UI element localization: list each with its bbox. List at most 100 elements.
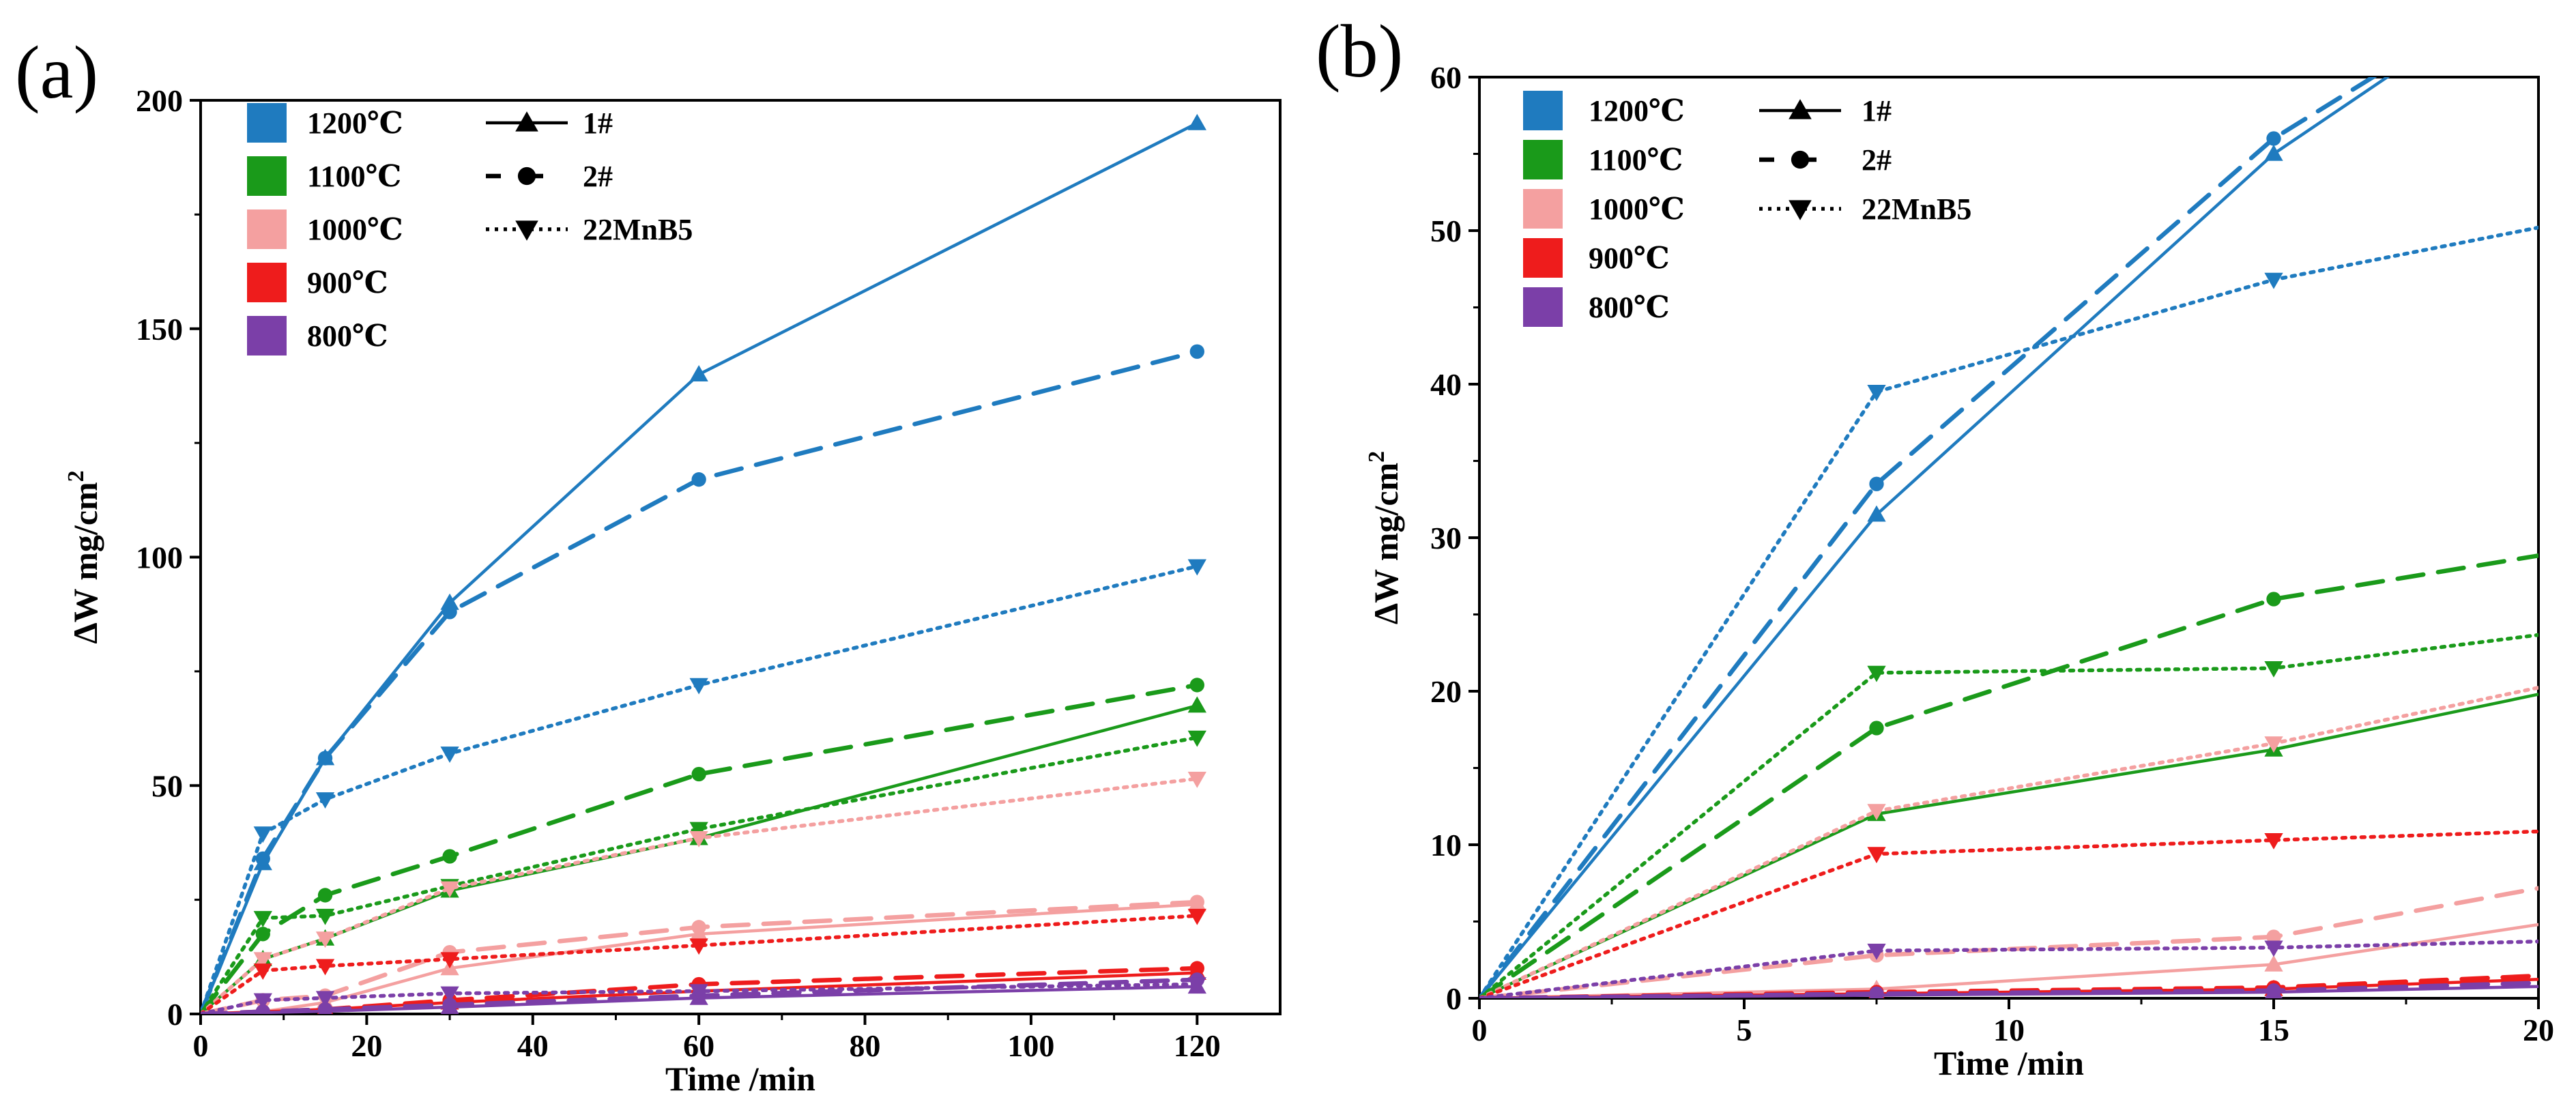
series-line — [1479, 973, 2538, 998]
series-line — [1479, 77, 2390, 998]
data-point — [442, 849, 457, 864]
data-point — [689, 365, 708, 381]
data-point — [2264, 144, 2283, 161]
x-axis-label: Time /min — [1934, 1044, 2084, 1082]
x-tick-label: 15 — [2258, 1013, 2289, 1047]
data-point — [2264, 272, 2283, 289]
y-tick-label: 200 — [136, 83, 183, 118]
x-tick-label: 100 — [1007, 1028, 1054, 1063]
x-tick-label: 5 — [1737, 1013, 1752, 1047]
data-point — [253, 952, 272, 969]
legend-sample-label: 2# — [1862, 143, 1892, 177]
data-point — [1187, 771, 1206, 788]
legend-swatch — [247, 209, 287, 249]
x-tick-label: 0 — [1472, 1013, 1488, 1047]
y-tick-label: 150 — [136, 312, 183, 347]
legend-temperature-label: 900℃ — [307, 266, 388, 300]
data-point — [315, 792, 335, 809]
data-point — [1869, 721, 1884, 736]
data-point — [1189, 895, 1204, 910]
data-point — [1189, 678, 1204, 693]
data-point — [691, 920, 706, 935]
data-point — [315, 991, 335, 1008]
series-group — [1479, 77, 2538, 998]
data-point — [315, 959, 335, 976]
legend-sample-label: 22MnB5 — [1862, 192, 1971, 226]
data-point — [2266, 131, 2281, 146]
x-axis-label: Time /min — [665, 1060, 815, 1098]
data-point — [317, 888, 333, 903]
data-point — [440, 952, 459, 969]
legend-swatch — [1523, 238, 1563, 278]
legend-temperature-label: 800℃ — [1589, 291, 1670, 324]
data-point — [1869, 986, 1884, 998]
series-line — [201, 899, 1200, 1014]
data-point — [2264, 955, 2283, 972]
y-axis-label-main: ΔW mg/cm — [1367, 463, 1405, 624]
series-line — [1479, 77, 2377, 998]
legend-swatch — [247, 263, 287, 302]
legend-temperature-label: 1000℃ — [1589, 192, 1685, 226]
legend-sample-label: 1# — [583, 106, 613, 140]
legend-temperature-label: 1100℃ — [307, 160, 401, 193]
x-tick-label: 0 — [193, 1028, 209, 1063]
data-point — [253, 963, 272, 981]
series-line — [201, 777, 1200, 1014]
series-line — [1479, 981, 2538, 998]
series-line — [201, 682, 1200, 1014]
x-tick-label: 80 — [850, 1028, 881, 1063]
data-point — [1187, 977, 1206, 994]
legend-swatch — [247, 316, 287, 356]
y-axis-label: ΔW mg/cm2 — [63, 470, 104, 643]
legend: 1200℃ 1100℃ 1000℃ 900℃ 800℃ 1# 2# 22MnB5 — [1523, 91, 1971, 327]
series-line — [1479, 886, 2538, 998]
x-tick-label: 60 — [683, 1028, 714, 1063]
data-point — [2266, 929, 2281, 944]
data-point — [253, 911, 272, 928]
series-line — [1479, 939, 2538, 998]
y-tick-label: 30 — [1430, 521, 1462, 555]
data-point — [440, 881, 459, 898]
data-point — [689, 831, 708, 847]
data-point — [2266, 592, 2281, 607]
legend-sample-marker — [517, 166, 536, 186]
data-point — [1867, 505, 1886, 522]
series-line — [201, 977, 1200, 1014]
panel-label: (a) — [15, 31, 98, 114]
data-point — [1187, 730, 1206, 747]
data-point — [689, 984, 708, 1001]
data-point — [2264, 661, 2283, 678]
data-point — [2264, 940, 2283, 957]
legend-temperature-label: 1200℃ — [1589, 94, 1685, 128]
y-tick-label: 100 — [136, 540, 183, 575]
data-point — [689, 938, 708, 955]
y-tick-label: 60 — [1430, 60, 1462, 95]
legend-sample-marker — [1789, 200, 1812, 220]
series-line — [201, 914, 1200, 1014]
series-line — [1479, 693, 2538, 998]
y-tick-label: 40 — [1430, 367, 1462, 402]
data-point — [1867, 804, 1886, 821]
data-point — [691, 472, 706, 487]
data-point — [253, 826, 272, 843]
series-line — [201, 982, 1200, 1014]
legend-sample-marker — [515, 111, 538, 132]
data-point — [1867, 665, 1886, 682]
series-line — [1479, 633, 2538, 998]
data-point — [255, 927, 270, 942]
series-line — [1479, 685, 2538, 998]
x-tick-label: 10 — [1993, 1013, 2025, 1047]
chart-panel-b: 0 5 10 15 20 0 10 20 30 40 50 60 Time /min ΔW mg/cm2 (… — [1316, 10, 2554, 1082]
data-point — [2264, 736, 2283, 753]
series-group — [201, 113, 1206, 1014]
legend-swatch — [1523, 287, 1563, 327]
data-point — [442, 997, 457, 1013]
legend-swatch — [1523, 91, 1563, 130]
data-point — [1189, 961, 1204, 976]
series-line — [201, 349, 1200, 1014]
y-axis-label-superscript: 2 — [1364, 451, 1389, 463]
series-line — [201, 121, 1199, 1014]
y-tick-label: 10 — [1430, 828, 1462, 862]
legend-sample-marker — [1789, 99, 1812, 119]
y-tick-label: 50 — [1430, 214, 1462, 248]
